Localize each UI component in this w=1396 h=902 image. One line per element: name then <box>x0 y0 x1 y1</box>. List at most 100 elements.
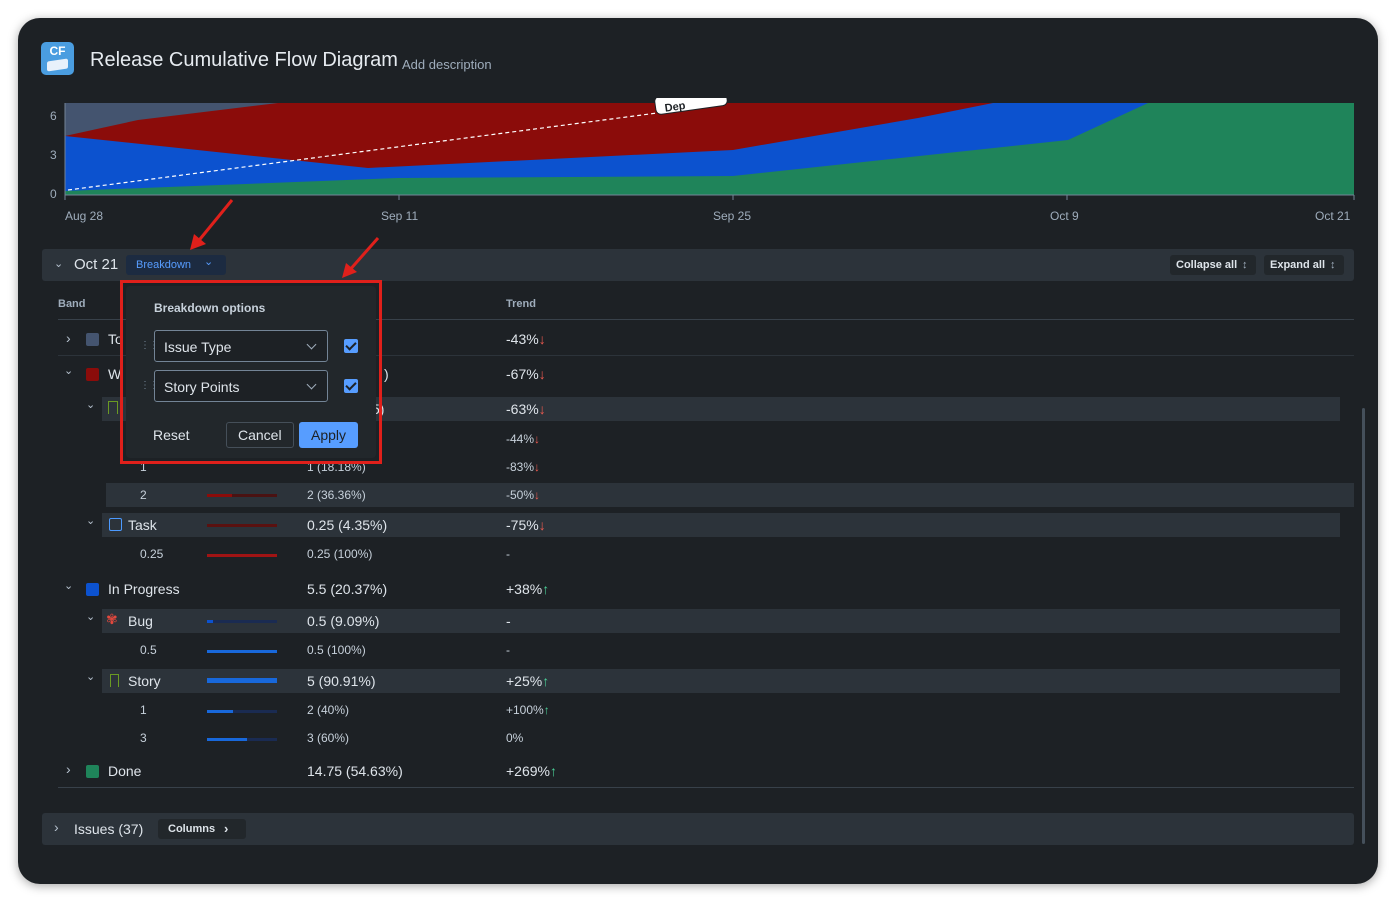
chevron-down-icon[interactable]: ⌄ <box>64 580 74 592</box>
chevron-down-icon[interactable]: ⌄ <box>64 365 74 377</box>
trend-value: 0% <box>506 731 524 745</box>
band-value: 2 (36.36%) <box>307 488 366 502</box>
add-description-link[interactable]: Add description <box>402 57 492 72</box>
band-color-swatch <box>86 333 99 346</box>
logo-base-shape <box>47 58 68 72</box>
annotation-arrow <box>342 237 380 278</box>
trend-text: -63% <box>506 401 539 417</box>
collapse-all-label: Collapse all <box>1176 259 1238 271</box>
apply-button[interactable]: Apply <box>299 422 359 448</box>
collapse-all-button[interactable]: Collapse all ↕ <box>1170 255 1256 275</box>
trend-value: +38%↑ <box>506 581 549 597</box>
chevron-down-icon <box>306 379 317 390</box>
popup-highlight-outline <box>120 280 382 464</box>
arrow-down-icon: ↓ <box>538 366 546 382</box>
table-row[interactable]: › Done 14.75 (54.63%) +269%↑ <box>58 755 1354 787</box>
trend-text: +100% <box>506 703 544 717</box>
cancel-button[interactable]: Cancel <box>226 422 294 448</box>
arrow-up-icon: ↑ <box>542 673 550 689</box>
expand-all-label: Expand all <box>1270 259 1326 271</box>
story-icon <box>108 401 118 414</box>
spark-fill <box>207 494 232 497</box>
table-row[interactable]: 3 3 (60%) 0% <box>58 727 1354 751</box>
spark-fill <box>207 524 277 527</box>
spark-fill <box>207 710 233 713</box>
chart-areas <box>65 103 1354 195</box>
chevron-down-icon[interactable]: ⌄ <box>86 399 96 411</box>
chevron-down-icon[interactable]: ⌄ <box>86 611 96 623</box>
trend-value: -83%↓ <box>506 460 540 474</box>
expand-all-button[interactable]: Expand all ↕ <box>1264 255 1344 275</box>
page-title[interactable]: Release Cumulative Flow Diagram <box>90 49 398 71</box>
arrow-down-icon: ↓ <box>534 432 541 446</box>
date-section-bar: ⌄ Oct 21 Breakdown ⌄ Collapse all ↕ Expa… <box>42 249 1354 281</box>
chevron-down-icon[interactable]: ⌄ <box>86 515 96 527</box>
breakdown-checkbox-1[interactable] <box>344 339 358 353</box>
reset-button[interactable]: Reset <box>153 427 190 443</box>
header: CF Release Cumulative Flow Diagram Add d… <box>18 18 1378 98</box>
breakdown-select-1[interactable]: Issue Type <box>154 330 328 362</box>
chevron-right-icon: › <box>224 821 229 836</box>
breakdown-value-label: 3 <box>140 731 147 745</box>
app-logo-icon: CF <box>41 42 74 75</box>
drag-handle-icon[interactable]: ⋮⋮ <box>140 340 159 351</box>
x-tick-label: Oct 21 <box>1315 209 1351 223</box>
arrow-up-icon: ↑ <box>549 763 557 779</box>
arrow-down-icon: ↓ <box>534 460 541 474</box>
table-row[interactable]: › To -43%↓ <box>58 322 1354 356</box>
table-row[interactable]: ⌄ ✾ Bug 0.5 (9.09%) - <box>86 609 1340 633</box>
section-date: Oct 21 <box>74 256 119 273</box>
breakdown-select-2[interactable]: Story Points <box>154 370 328 402</box>
table-row[interactable]: 1 2 (40%) +100%↑ <box>58 699 1354 723</box>
app-window: CF Release Cumulative Flow Diagram Add d… <box>18 18 1378 884</box>
columns-button[interactable]: Columns › <box>158 819 246 839</box>
band-value: 2 (40%) <box>307 703 350 717</box>
arrow-up-icon: ↑ <box>543 703 550 717</box>
breakdown-options-popup: Breakdown options ⋮⋮ Issue Type ⋮⋮ Story… <box>126 286 376 458</box>
trend-value: +25%↑ <box>506 673 549 689</box>
band-color-swatch <box>86 765 99 778</box>
table-row[interactable]: ⌄ In Progress 5.5 (20.37%) +38%↑ <box>58 573 1354 605</box>
band-label: Task <box>128 517 157 533</box>
annotation-arrow <box>190 199 234 250</box>
chevron-right-icon[interactable]: › <box>66 330 71 346</box>
cumulative-flow-chart: Dep 6 3 0 Aug 28 Sep 11 Sep 25 Oct 9 Oct… <box>18 98 1378 228</box>
trend-value: -43%↓ <box>506 331 546 347</box>
table-bottom-divider <box>58 787 1354 788</box>
sparkline <box>207 554 277 557</box>
table-row[interactable]: ⌄ W ) -67%↓ <box>58 358 1354 392</box>
y-tick-label: 3 <box>50 148 57 162</box>
drag-handle-icon[interactable]: ⋮⋮ <box>140 380 159 391</box>
breakdown-button[interactable]: Breakdown ⌄ <box>126 255 226 275</box>
band-color-swatch <box>86 368 99 381</box>
spark-rest <box>213 620 277 623</box>
chevron-right-icon[interactable]: › <box>66 761 71 777</box>
band-value: 14.75 (54.63%) <box>307 763 403 779</box>
breakdown-value-label: 1 <box>140 460 147 474</box>
band-label: W <box>108 366 122 382</box>
select-value: Story Points <box>164 379 240 395</box>
trend-value: -44%↓ <box>506 432 540 446</box>
trend-text: +269% <box>506 763 550 779</box>
chevron-down-icon: ⌄ <box>204 256 214 268</box>
chevron-down-icon[interactable]: ⌄ <box>54 258 64 270</box>
breakdown-checkbox-2[interactable] <box>344 379 358 393</box>
chevron-right-icon[interactable]: › <box>54 819 59 835</box>
trend-text: -67% <box>506 366 539 382</box>
table-row[interactable]: 2 2 (36.36%) -50%↓ <box>106 483 1354 507</box>
select-value: Issue Type <box>164 339 232 355</box>
bug-icon: ✾ <box>106 611 118 627</box>
table-row[interactable]: ⌄ Task 0.25 (4.35%) -75%↓ <box>86 513 1340 537</box>
chevron-down-icon[interactable]: ⌄ <box>86 671 96 683</box>
sparkline <box>207 524 277 527</box>
table-row[interactable]: 0.5 0.5 (100%) - <box>58 639 1354 663</box>
table-row[interactable]: ⌄ Story 5 (90.91%) +25%↑ <box>86 669 1340 693</box>
issues-count: Issues (37) <box>74 821 144 837</box>
table-row[interactable]: 0.25 0.25 (100%) - <box>58 543 1354 567</box>
trend-text: +25% <box>506 673 543 689</box>
table-row[interactable]: -44%↓ <box>58 428 1354 452</box>
trend-value: +269%↑ <box>506 763 557 779</box>
scrollbar[interactable] <box>1362 408 1365 844</box>
band-value: 5.5 (20.37%) <box>307 581 388 597</box>
trend-text: -75% <box>506 517 539 533</box>
